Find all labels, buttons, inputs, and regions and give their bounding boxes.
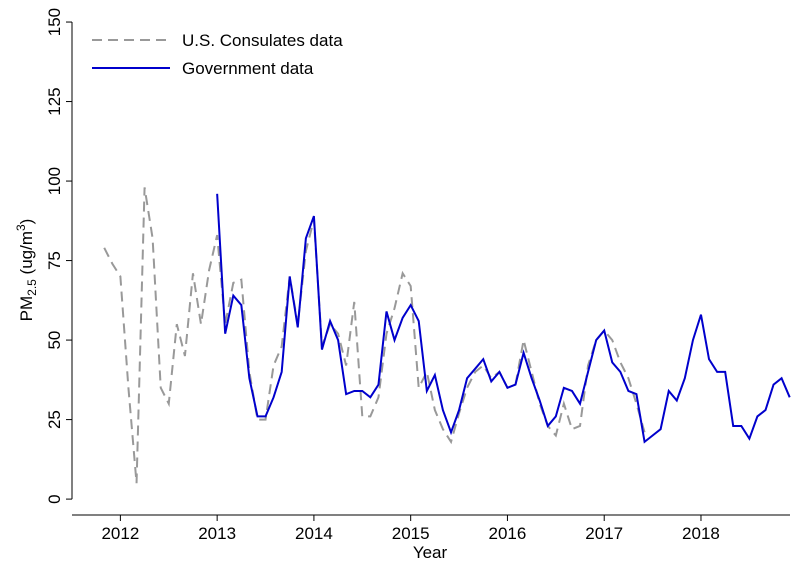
x-tick-label: 2018 (682, 524, 720, 543)
y-tick-label: 25 (45, 410, 64, 429)
y-label-end: ) (17, 219, 36, 225)
x-tick-label: 2017 (585, 524, 623, 543)
y-label-mid: (ug/m (17, 231, 36, 279)
series-line (103, 187, 646, 484)
y-tick-label: 125 (45, 87, 64, 115)
y-tick-label: 75 (45, 251, 64, 270)
legend-label: Government data (182, 59, 314, 78)
series-line (216, 193, 791, 444)
y-label-text: PM (17, 296, 36, 322)
x-tick-label: 2013 (198, 524, 236, 543)
x-axis-label: Year (413, 543, 448, 562)
x-tick-label: 2014 (295, 524, 333, 543)
y-label-sub: 2.5 (25, 279, 39, 296)
y-label-sup: 3 (14, 224, 28, 231)
y-tick-label: 50 (45, 331, 64, 350)
x-tick-label: 2015 (392, 524, 430, 543)
legend-label: U.S. Consulates data (182, 31, 343, 50)
y-tick-label: 150 (45, 8, 64, 36)
x-tick-label: 2012 (101, 524, 139, 543)
x-tick-label: 2016 (489, 524, 527, 543)
y-tick-label: 0 (45, 494, 64, 503)
y-tick-label: 100 (45, 167, 64, 195)
y-axis-label: PM2.5 (ug/m3) (14, 219, 39, 322)
